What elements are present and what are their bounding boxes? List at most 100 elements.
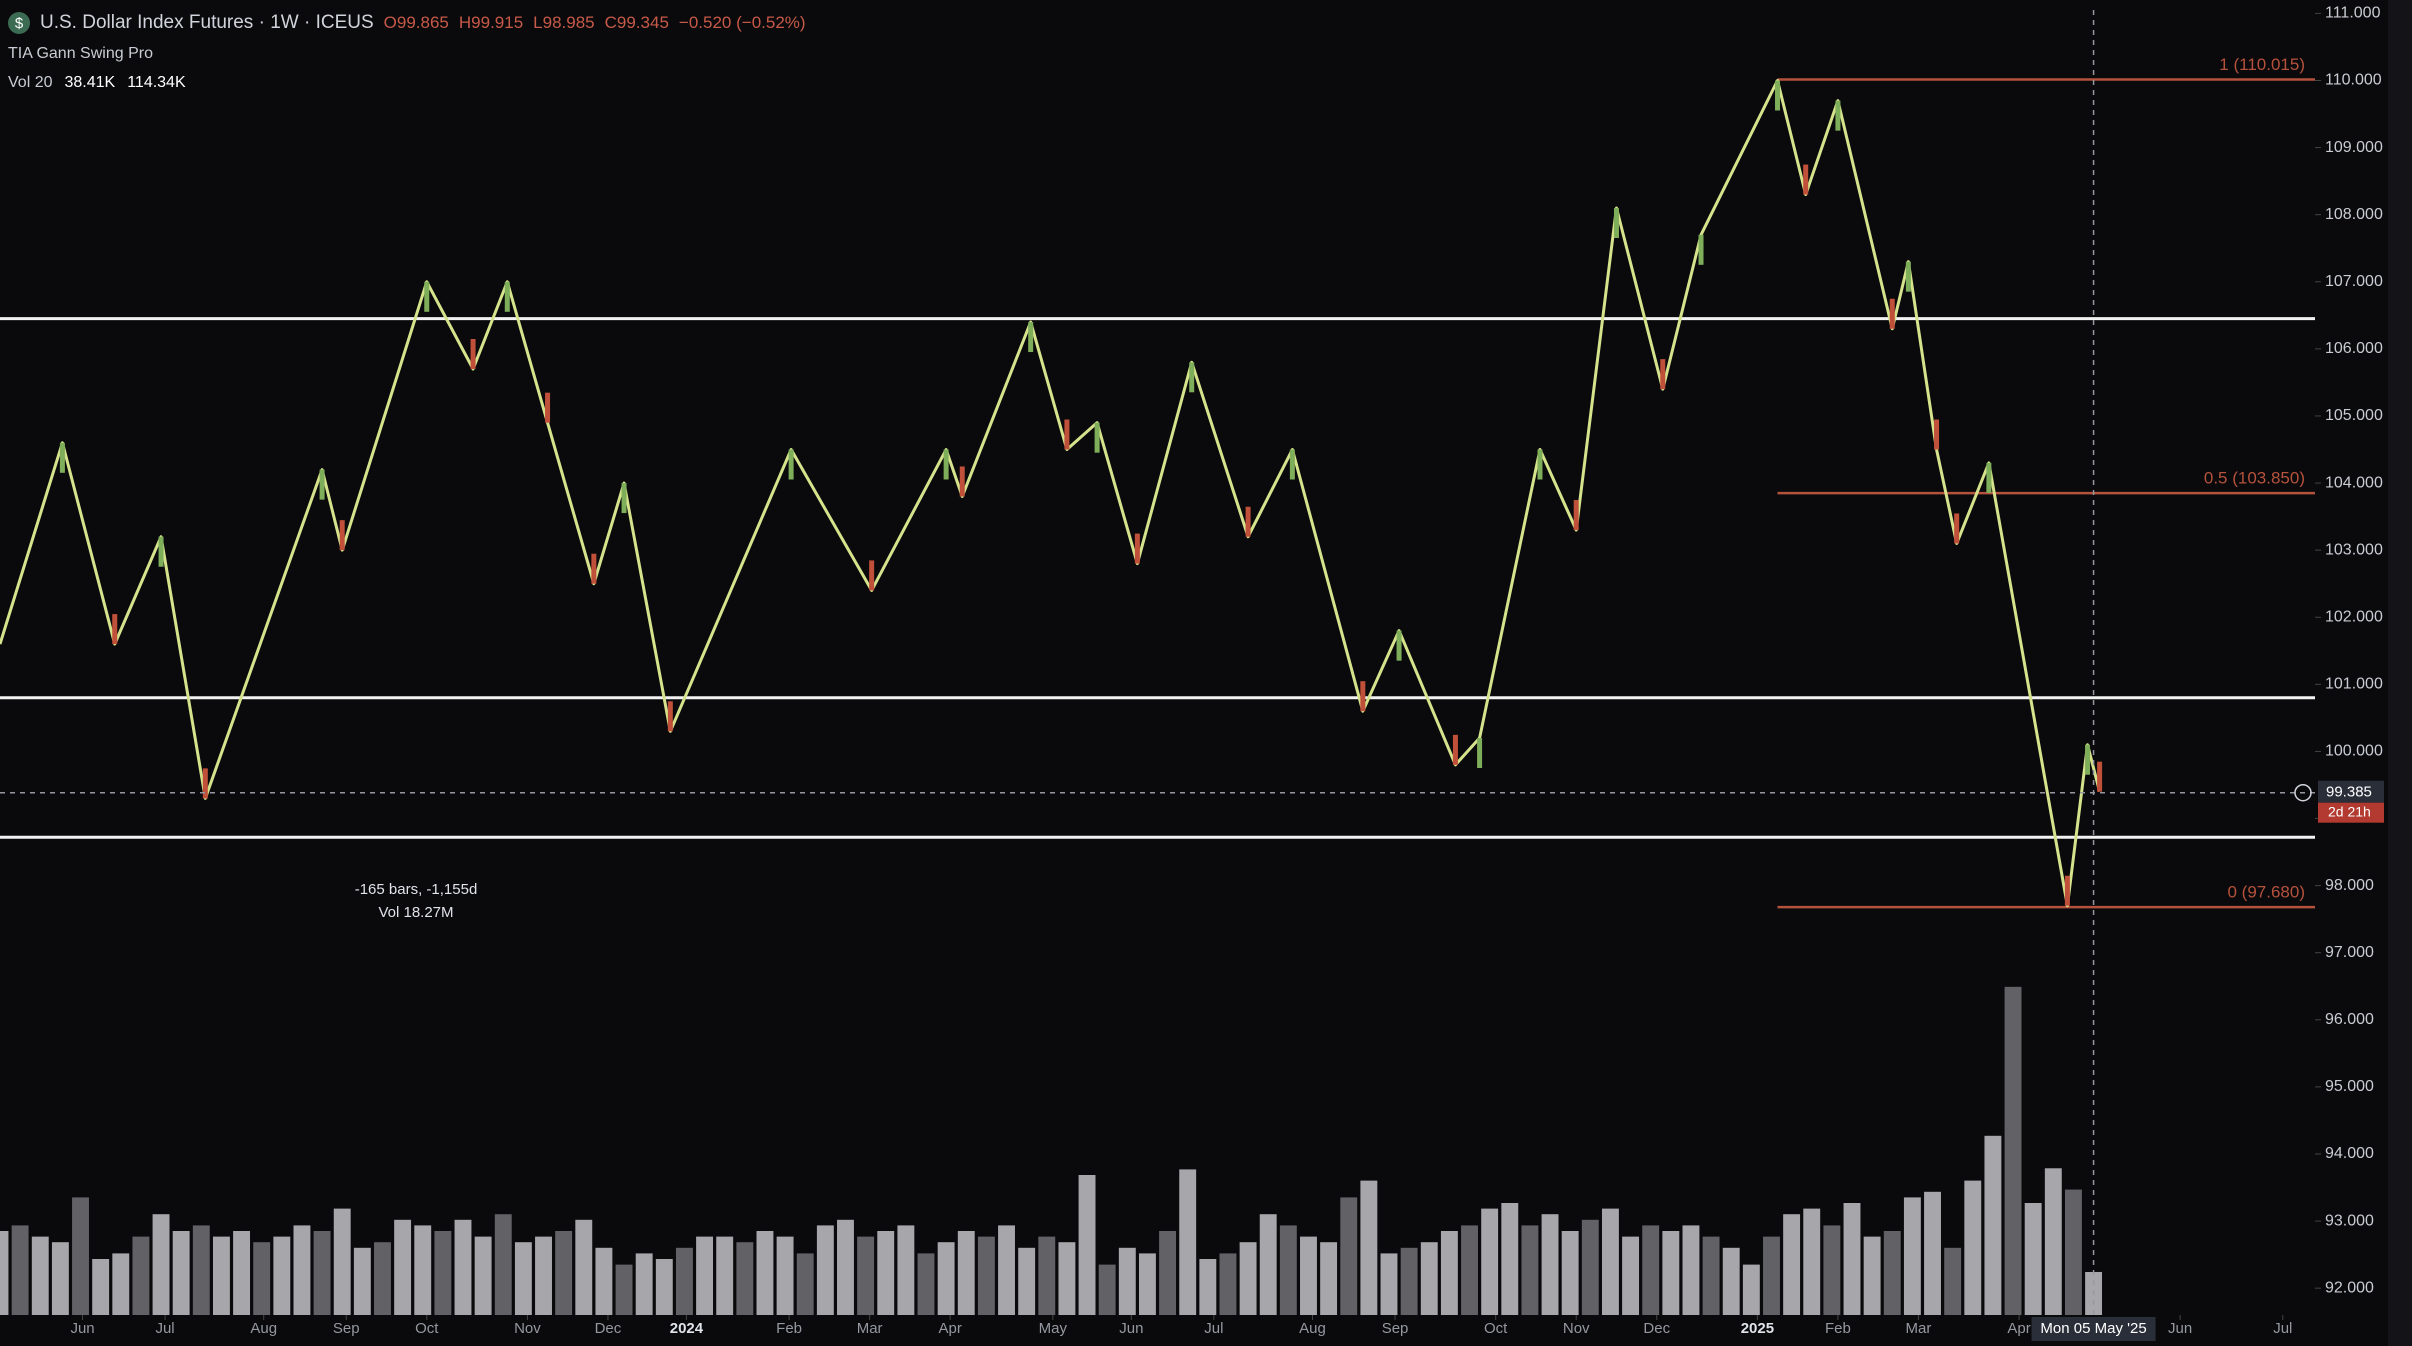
volume-bar: [675, 1247, 693, 1315]
volume-bar: [1340, 1197, 1358, 1315]
x-tick-label: Oct: [415, 1320, 439, 1337]
volume-bar: [1581, 1219, 1599, 1315]
y-tick-label: 107.000: [2325, 273, 2383, 290]
volume-bar: [1682, 1225, 1700, 1315]
volume-bar: [635, 1253, 653, 1315]
volume-bar: [1219, 1253, 1237, 1315]
volume-bar: [1380, 1253, 1398, 1315]
volume-bar: [394, 1219, 412, 1315]
volume-bar: [1400, 1247, 1418, 1315]
volume-bar: [1662, 1231, 1680, 1315]
volume-bar: [152, 1214, 170, 1315]
indicator-legend[interactable]: TIA Gann Swing Pro: [8, 45, 153, 63]
volume-bar: [1783, 1214, 1801, 1315]
symbol-title[interactable]: U.S. Dollar Index Futures · 1W · ICEUS: [40, 12, 374, 33]
measure-bars: -165 bars, -1,155d: [355, 881, 478, 898]
volume-bar: [1501, 1203, 1519, 1315]
volume-bar: [957, 1231, 975, 1315]
y-tick-label: 97.000: [2325, 944, 2374, 961]
volume-bar: [857, 1236, 875, 1315]
x-tick-label: Mar: [1906, 1320, 1932, 1337]
volume-bar: [313, 1231, 331, 1315]
x-tick-label: Jul: [1204, 1320, 1223, 1337]
x-tick-label: Dec: [1643, 1320, 1670, 1337]
volume-bar: [434, 1231, 452, 1315]
x-tick-label: Oct: [1484, 1320, 1508, 1337]
volume-bar: [273, 1236, 291, 1315]
volume-bar: [1803, 1208, 1821, 1315]
ohlc-close: C99.345: [604, 13, 669, 32]
y-tick-label: 94.000: [2325, 1145, 2374, 1162]
volume-bar: [72, 1197, 89, 1315]
volume-name: Vol 20: [8, 74, 53, 91]
countdown-label: 2d 21h: [2328, 803, 2371, 819]
volume-bar: [816, 1225, 834, 1315]
y-tick-label: 101.000: [2325, 676, 2383, 693]
y-tick-label: 108.000: [2325, 206, 2383, 223]
x-tick-label: Mar: [857, 1320, 883, 1337]
volume-bar: [796, 1253, 814, 1315]
y-tick-label: 111.000: [2325, 5, 2381, 22]
ohlc-change: −0.520 (−0.52%): [678, 13, 806, 32]
volume-bar: [2064, 1189, 2082, 1315]
fib-label: 1 (110.015): [2219, 55, 2305, 74]
volume-bar: [2024, 1203, 2042, 1315]
crosshair-icon: [2294, 783, 2312, 802]
scrollbar[interactable]: [2388, 0, 2412, 1346]
volume-bar: [1763, 1236, 1780, 1315]
volume-bar: [374, 1242, 391, 1315]
volume-bar: [1461, 1225, 1478, 1315]
volume-bar: [1521, 1225, 1539, 1315]
countdown-badge: [2318, 802, 2384, 823]
y-tick-label: 102.000: [2325, 608, 2383, 625]
time-badge: [2031, 1317, 2156, 1341]
volume-bar: [1702, 1236, 1720, 1315]
volume-bar: [837, 1219, 854, 1315]
x-tick-label: Aug: [250, 1320, 277, 1337]
volume-legend[interactable]: Vol 20 38.41K 114.34K: [8, 74, 186, 92]
ohlc-open: O99.865: [383, 13, 449, 32]
volume-ma: 114.34K: [127, 74, 186, 91]
volume-bar: [1038, 1236, 1056, 1315]
volume-bar: [1863, 1236, 1881, 1315]
y-tick-label: 110.000: [2325, 72, 2382, 89]
fib-label: 0 (97.680): [2228, 883, 2306, 902]
volume-bar: [655, 1259, 673, 1315]
volume-bar: [212, 1236, 230, 1315]
x-tick-label: Jun: [2168, 1320, 2192, 1337]
volume-bar: [1561, 1231, 1579, 1315]
x-tick-label: Dec: [595, 1320, 622, 1337]
volume-bar: [514, 1242, 532, 1315]
volume-bar: [1360, 1180, 1378, 1315]
volume-bar: [112, 1253, 130, 1315]
volume-bar: [414, 1225, 432, 1315]
volume-bar: [535, 1236, 552, 1315]
price-badge-label: 99.385: [2326, 784, 2372, 801]
volume-bar: [1903, 1197, 1921, 1315]
volume-bar: [1601, 1208, 1619, 1315]
volume-bar: [776, 1236, 794, 1315]
y-tick-label: 96.000: [2325, 1011, 2374, 1028]
y-tick-label: 103.000: [2325, 541, 2383, 558]
x-tick-label: Feb: [1825, 1320, 1851, 1337]
volume-bar: [897, 1225, 915, 1315]
x-tick-label: 2025: [1741, 1320, 1774, 1337]
price-badge: [2318, 780, 2384, 803]
volume-bar: [454, 1219, 472, 1315]
x-tick-label: Jul: [2273, 1320, 2292, 1337]
ohlc-high: H99.915: [458, 13, 524, 32]
volume-bar: [1279, 1225, 1297, 1315]
x-tick-label: Apr: [2007, 1320, 2030, 1337]
x-tick-label: Aug: [1299, 1320, 1326, 1337]
volume-bar: [1138, 1253, 1156, 1315]
volume-bar: [1722, 1247, 1740, 1315]
volume-bar: [1098, 1264, 1116, 1315]
volume-bar: [233, 1231, 251, 1315]
volume-bar: [877, 1231, 895, 1315]
volume-bar: [1823, 1225, 1841, 1315]
time-badge-label: Mon 05 May '25: [2040, 1320, 2146, 1337]
y-tick-label: 104.000: [2325, 474, 2383, 491]
x-tick-label: Feb: [776, 1320, 802, 1337]
volume-bar: [1259, 1214, 1277, 1315]
x-tick-label: Sep: [1382, 1320, 1409, 1337]
